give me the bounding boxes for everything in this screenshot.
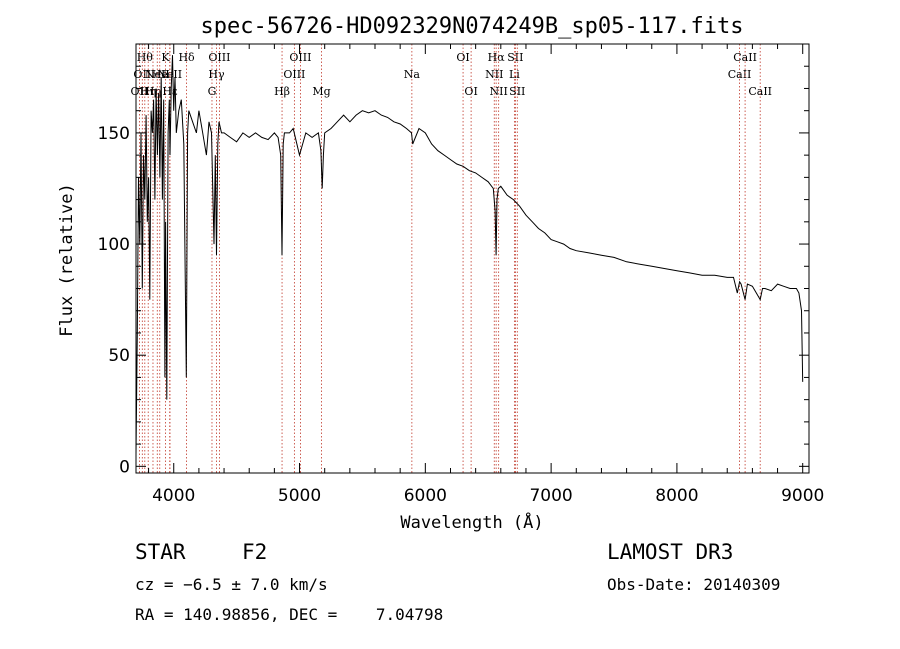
marker-label-14: Hβ: [274, 85, 290, 98]
marker-label-8: NeII: [157, 68, 182, 81]
plot-frame: [135, 43, 810, 474]
y-axis-label: Flux (relative): [57, 183, 77, 337]
line-markers: OIIOIIHθHηHηNeIIHeKNeIIHεHδGHγOIIIHβOIII…: [131, 44, 772, 473]
marker-label-25: SII: [507, 51, 523, 64]
marker-label-26: SII: [509, 85, 525, 98]
marker-label-15: OIII: [283, 68, 305, 81]
redshift-velocity: cz = −6.5 ± 7.0 km/s: [135, 575, 328, 594]
y-tick-label-2: 100: [98, 235, 130, 255]
marker-label-22: Hα: [488, 51, 506, 64]
axis-ticks: 4000 5000 6000 7000 8000 9000 0 50 100 150: [98, 44, 824, 506]
marker-label-24: Li: [509, 68, 520, 81]
chart-title: spec-56726-HD092329N074249B_sp05-117.fit…: [200, 14, 743, 39]
marker-label-29: CaII: [748, 85, 772, 98]
marker-label-19: OI: [456, 51, 469, 64]
marker-label-1: OII: [133, 68, 151, 81]
x-axis-label: Wavelength (Å): [400, 511, 543, 533]
marker-label-7: K: [161, 51, 170, 64]
x-tick-label-2: 6000: [404, 486, 447, 506]
marker-label-17: Mg: [312, 85, 330, 98]
marker-label-20: OI: [464, 85, 477, 98]
marker-label-23: NII: [490, 85, 508, 98]
spectrum-line: [135, 55, 804, 456]
y-tick-label-3: 150: [98, 124, 130, 144]
observation-date: Obs-Date: 20140309: [607, 575, 781, 594]
x-tick-label-4: 8000: [655, 486, 698, 506]
marker-label-4: Hη: [145, 85, 161, 98]
marker-label-10: Hδ: [178, 51, 195, 64]
marker-label-27: CaII: [728, 68, 752, 81]
y-tick-label-1: 50: [108, 346, 130, 366]
object-class: STAR: [135, 540, 186, 564]
subclass: F2: [242, 540, 268, 564]
marker-label-18: Na: [404, 68, 421, 81]
marker-label-11: G: [208, 85, 217, 98]
y-tick-label-0: 0: [119, 457, 130, 477]
marker-label-12: Hγ: [208, 68, 225, 81]
marker-label-3: Hη: [140, 85, 156, 98]
x-tick-label-0: 4000: [152, 486, 195, 506]
x-tick-label-1: 5000: [278, 486, 321, 506]
coordinates: RA = 140.98856, DEC = 7.04798: [135, 605, 444, 624]
marker-label-6: He: [152, 68, 168, 81]
x-tick-label-5: 9000: [781, 486, 824, 506]
survey-name: LAMOST DR3: [607, 540, 734, 564]
marker-label-13: OIII: [208, 51, 230, 64]
marker-label-2: Hθ: [137, 51, 154, 64]
marker-label-0: OII: [131, 85, 149, 98]
marker-label-5: NeII: [145, 68, 170, 81]
x-tick-label-3: 7000: [529, 486, 572, 506]
marker-label-16: OIII: [289, 51, 311, 64]
marker-label-21: NII: [485, 68, 503, 81]
marker-label-28: CaII: [733, 51, 757, 64]
